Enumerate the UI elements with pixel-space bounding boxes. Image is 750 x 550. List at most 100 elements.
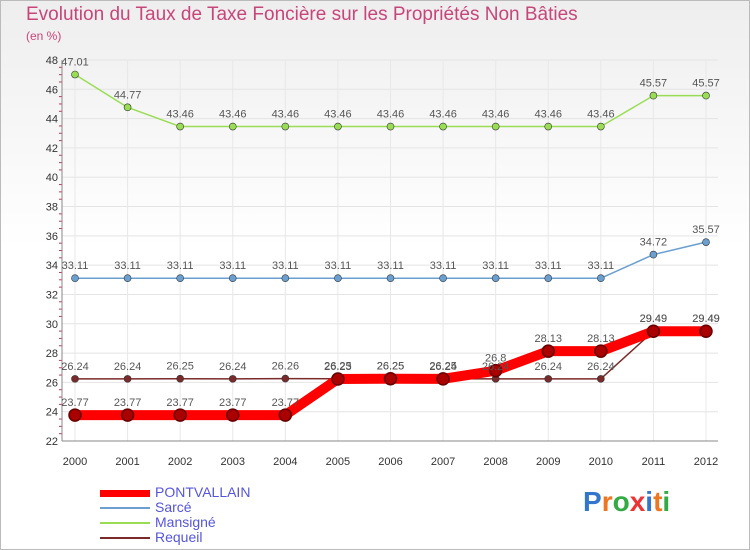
- data-label: 29.49: [692, 313, 720, 325]
- data-point: [71, 375, 79, 383]
- data-label: 43.46: [377, 109, 405, 121]
- legend-swatch: [100, 490, 150, 497]
- data-point: [123, 103, 132, 112]
- y-tick-label: 34: [46, 260, 58, 272]
- data-point: [331, 372, 345, 386]
- data-label: 29.49: [692, 313, 720, 325]
- data-label: 33.11: [587, 260, 614, 272]
- data-label: 35.57: [692, 224, 720, 236]
- data-point: [544, 274, 553, 282]
- data-point: [383, 371, 398, 386]
- data-point: [439, 274, 447, 282]
- data-label: 26.24: [534, 361, 562, 373]
- data-label: 23.77: [219, 397, 247, 409]
- data-point: [173, 408, 187, 422]
- chart-title: Evolution du Taux de Taxe Foncière sur l…: [26, 4, 578, 25]
- y-tick-label: 42: [46, 143, 58, 155]
- data-point: [436, 372, 450, 386]
- data-point: [541, 344, 555, 358]
- x-tick-label: 2012: [694, 456, 718, 468]
- data-point: [176, 122, 184, 131]
- data-label: 34.72: [640, 237, 668, 249]
- y-tick-label: 44: [46, 114, 58, 126]
- x-tick-label: 2003: [221, 456, 245, 468]
- data-label: 33.11: [377, 260, 404, 272]
- data-label: 26.25: [377, 361, 405, 373]
- data-point: [649, 91, 658, 100]
- data-label: 26.25: [166, 361, 194, 373]
- legend-label: PONTVALLAIN: [155, 484, 251, 500]
- data-point: [68, 408, 82, 422]
- data-point: [544, 375, 553, 383]
- y-tick-label: 48: [46, 55, 58, 67]
- y-tick-label: 46: [46, 84, 58, 96]
- legend-label: Mansigné: [155, 514, 216, 530]
- data-label: 23.77: [272, 397, 300, 409]
- data-label: 33.11: [430, 260, 457, 272]
- data-point: [226, 408, 240, 422]
- data-label: 33.11: [325, 260, 352, 272]
- data-point: [120, 408, 135, 422]
- data-label: 43.46: [324, 109, 352, 121]
- logo-letter: r: [601, 486, 613, 517]
- x-tick-label: 2004: [273, 456, 297, 468]
- data-point: [123, 375, 132, 383]
- data-label: 43.46: [219, 109, 247, 121]
- y-tick-label: 40: [46, 172, 58, 184]
- data-point: [597, 375, 605, 383]
- data-point: [597, 274, 605, 282]
- y-tick-label: 26: [46, 377, 58, 389]
- data-point: [176, 374, 184, 383]
- logo-letter: t: [653, 486, 663, 517]
- data-label: 26.24: [587, 361, 615, 373]
- data-point: [176, 274, 184, 282]
- y-tick-label: 28: [46, 348, 58, 360]
- data-label: 45.57: [640, 78, 668, 90]
- data-point: [278, 408, 293, 422]
- data-point: [71, 274, 79, 282]
- data-label: 43.46: [534, 109, 562, 121]
- data-label: 33.11: [62, 260, 89, 272]
- y-tick-label: 32: [46, 289, 58, 301]
- data-label: 26.24: [482, 361, 510, 373]
- data-point: [699, 324, 713, 338]
- logo-letter: o: [612, 486, 630, 517]
- x-tick-label: 2001: [115, 456, 139, 468]
- data-point: [71, 70, 79, 79]
- data-point: [228, 122, 237, 131]
- data-point: [594, 344, 608, 358]
- legend-swatch: [100, 537, 150, 539]
- data-label: 43.46: [482, 109, 510, 121]
- data-label: 45.57: [692, 78, 720, 90]
- legend-label: Sarcé: [155, 499, 192, 515]
- data-label: 47.01: [61, 57, 89, 69]
- data-label: 26.8: [485, 353, 506, 365]
- data-label: 43.46: [587, 109, 615, 121]
- y-tick-label: 36: [46, 231, 58, 243]
- x-tick-label: 2009: [536, 456, 560, 468]
- data-point: [646, 324, 661, 338]
- data-label: 23.77: [61, 397, 89, 409]
- data-label: 28.13: [587, 333, 615, 345]
- data-point: [228, 375, 237, 383]
- data-point: [281, 122, 290, 131]
- data-label: 26.26: [272, 361, 300, 373]
- data-label: 29.49: [640, 313, 668, 325]
- x-tick-label: 2000: [63, 456, 87, 468]
- legend-swatch: [100, 507, 150, 509]
- logo-letter: P: [583, 486, 602, 517]
- data-label: 29.49: [640, 313, 668, 325]
- y-tick-label: 22: [46, 436, 58, 448]
- x-tick-label: 2006: [378, 456, 402, 468]
- data-label: 26.24: [114, 361, 142, 373]
- data-label: 33.11: [482, 260, 509, 272]
- legend-swatch: [100, 522, 150, 524]
- data-label: 33.11: [535, 260, 562, 272]
- x-tick-label: 2002: [168, 456, 192, 468]
- x-tick-label: 2010: [589, 456, 613, 468]
- data-point: [597, 122, 605, 131]
- x-tick-label: 2011: [642, 456, 666, 468]
- logo-letter: x: [629, 486, 646, 517]
